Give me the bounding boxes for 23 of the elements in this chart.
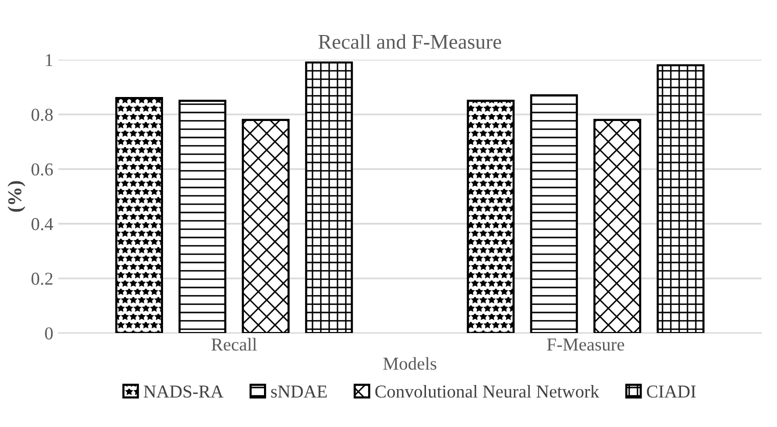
legend-label: CIADI [646,386,696,398]
y-tick-label: 0.6 [32,163,53,176]
x-tick-label: F-Measure [547,338,624,351]
y-tick-label: 0.4 [32,218,54,230]
bar [530,94,578,334]
legend-label: Convolutional Neural Network [375,384,600,398]
y-tick-label: 1 [46,54,52,66]
legend-label: NADS-RA [144,386,224,398]
x-tick-label: Recall [212,338,257,351]
legend-label: sNDAE [271,386,327,398]
bar [178,100,226,334]
bar [242,118,290,334]
bar [115,96,164,334]
bar [466,100,515,334]
bar [305,61,353,334]
bar [656,64,704,334]
chart-title: Recall and F-Measure [318,34,502,49]
y-tick-label: 0 [45,327,53,340]
y-tick-label: 0.2 [32,272,52,285]
bar [593,118,642,334]
y-axis-title: (%) [8,181,26,212]
y-tick-label: 0.8 [32,108,53,121]
x-axis-title: Models [383,357,436,370]
